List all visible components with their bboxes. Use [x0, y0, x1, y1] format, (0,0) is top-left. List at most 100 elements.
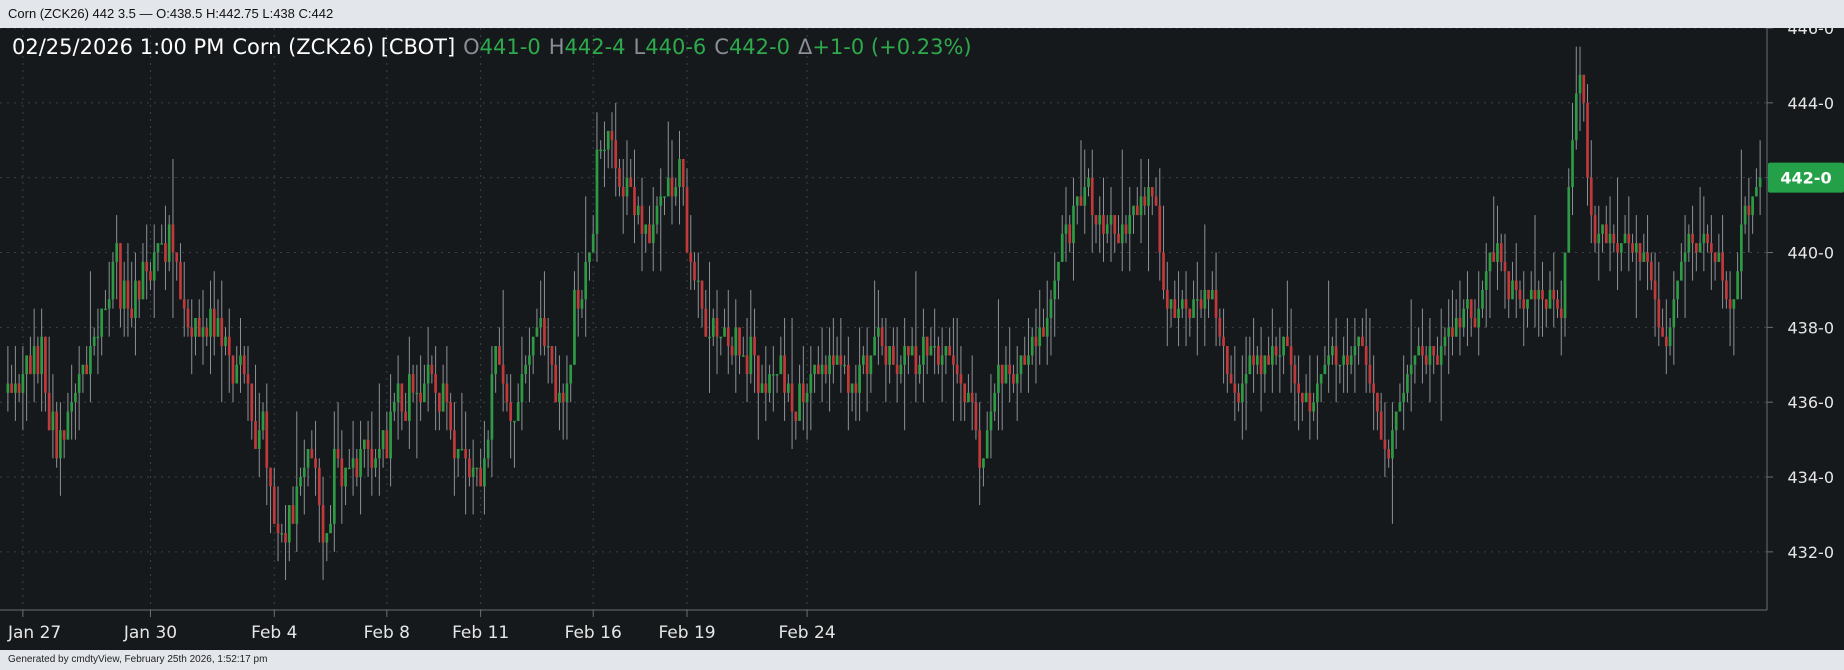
- open-value: 441-0: [479, 35, 541, 59]
- candle-body: [1676, 280, 1679, 300]
- price-axis[interactable]: 432-0 434-0 436-0 438-0 440-0 442-0 444-0 446-0: [1767, 28, 1834, 562]
- candle-body: [1672, 299, 1676, 328]
- candle-body: [1702, 233, 1706, 244]
- candle-body: [235, 364, 239, 384]
- candle-body: [550, 346, 554, 365]
- candle-body: [1379, 411, 1383, 440]
- candle-body: [1544, 299, 1548, 309]
- candle-body: [231, 355, 235, 384]
- price-tick-label: 444-0: [1788, 94, 1835, 113]
- candle-body: [636, 205, 640, 216]
- candle-body: [509, 402, 513, 421]
- candle-body: [1477, 308, 1481, 328]
- candle-body: [1087, 177, 1090, 188]
- candle-body: [678, 158, 681, 188]
- candle-body: [404, 411, 407, 421]
- candle-body: [1323, 364, 1327, 375]
- candle-body: [1511, 280, 1514, 300]
- candle-body: [261, 411, 265, 431]
- candle-body: [1053, 280, 1057, 300]
- candle-body: [1758, 177, 1762, 188]
- candle-body: [96, 336, 100, 339]
- candle-body: [74, 392, 77, 403]
- candle-body: [419, 392, 422, 403]
- candle-body: [36, 346, 40, 375]
- candle-body: [1499, 243, 1503, 262]
- candle-body: [475, 467, 479, 470]
- candle-body: [70, 402, 74, 412]
- candle-body: [1195, 299, 1199, 301]
- time-axis[interactable]: Jan 27 Jan 30 Feb 4 Feb 8 Feb 11 Feb 16 Feb 19…: [7, 610, 836, 643]
- candle-body: [693, 261, 696, 281]
- candle-body: [190, 327, 194, 337]
- candle-body: [415, 392, 419, 395]
- price-tick-label: 432-0: [1788, 543, 1835, 562]
- candle-body: [1304, 392, 1308, 403]
- candle-body: [1038, 327, 1042, 347]
- candle-body: [1646, 252, 1649, 262]
- candle-body: [1601, 224, 1604, 234]
- time-tick-label: Jan 30: [123, 623, 177, 643]
- candle-body: [389, 411, 392, 459]
- candle-body: [1687, 233, 1691, 253]
- candle-body: [1691, 233, 1694, 244]
- candle-body: [1316, 383, 1319, 403]
- candle-body: [1541, 289, 1544, 300]
- open-label: O: [463, 35, 480, 59]
- candle-body: [25, 355, 28, 375]
- price-tick-label: 438-0: [1788, 318, 1835, 337]
- candle-body: [1751, 196, 1754, 216]
- candle-body: [1743, 205, 1747, 225]
- candle-body: [730, 346, 734, 356]
- candle-body: [873, 336, 876, 356]
- candle-body: [366, 439, 370, 449]
- candle-body: [723, 327, 726, 337]
- candle-body: [850, 383, 854, 393]
- candle-body: [621, 187, 625, 197]
- candle-body: [1124, 224, 1128, 234]
- candle-body: [1657, 299, 1661, 328]
- candle-body: [6, 383, 10, 393]
- candle-body: [396, 383, 400, 403]
- candle-body: [179, 261, 182, 300]
- candle-body: [1417, 346, 1421, 356]
- candle-body: [760, 383, 764, 393]
- candle-body: [1638, 243, 1642, 262]
- candle-body: [1443, 336, 1447, 347]
- chart-panel[interactable]: [0, 28, 1844, 650]
- candle-body: [1488, 252, 1492, 272]
- candle-body: [1233, 383, 1237, 393]
- candle-body: [1582, 74, 1586, 103]
- price-tick-label: 446-0: [1788, 28, 1835, 38]
- candle-body: [558, 392, 561, 403]
- candle-body: [670, 177, 674, 197]
- candle-body: [764, 383, 768, 393]
- candle-body: [1244, 374, 1248, 384]
- low-value: 440-6: [645, 35, 707, 59]
- candle-body: [126, 280, 130, 309]
- candle-body: [14, 383, 17, 393]
- candle-body: [1357, 336, 1360, 347]
- candle-body: [816, 364, 820, 375]
- candle-body: [1368, 364, 1372, 384]
- candle-body: [501, 364, 505, 384]
- candle-body: [1098, 215, 1102, 225]
- candle-body: [1649, 261, 1653, 281]
- candle-body: [89, 346, 92, 375]
- candle-body: [340, 458, 344, 487]
- candle-body: [843, 364, 846, 367]
- candle-body: [381, 430, 385, 449]
- price-chart[interactable]: 432-0 434-0 436-0 438-0 440-0 442-0 444-0 446-0…: [0, 28, 1844, 650]
- candle-body: [1503, 261, 1507, 272]
- candle-body: [164, 243, 167, 262]
- candle-body: [1083, 187, 1087, 206]
- low-label: L: [633, 35, 646, 59]
- candle-body: [182, 299, 186, 309]
- candle-body: [483, 458, 486, 487]
- candle-body: [359, 448, 362, 478]
- candle-body: [212, 308, 216, 337]
- candle-body: [1188, 308, 1192, 318]
- candle-body: [1473, 318, 1477, 328]
- candle-body: [434, 374, 437, 393]
- candle-body: [449, 402, 452, 431]
